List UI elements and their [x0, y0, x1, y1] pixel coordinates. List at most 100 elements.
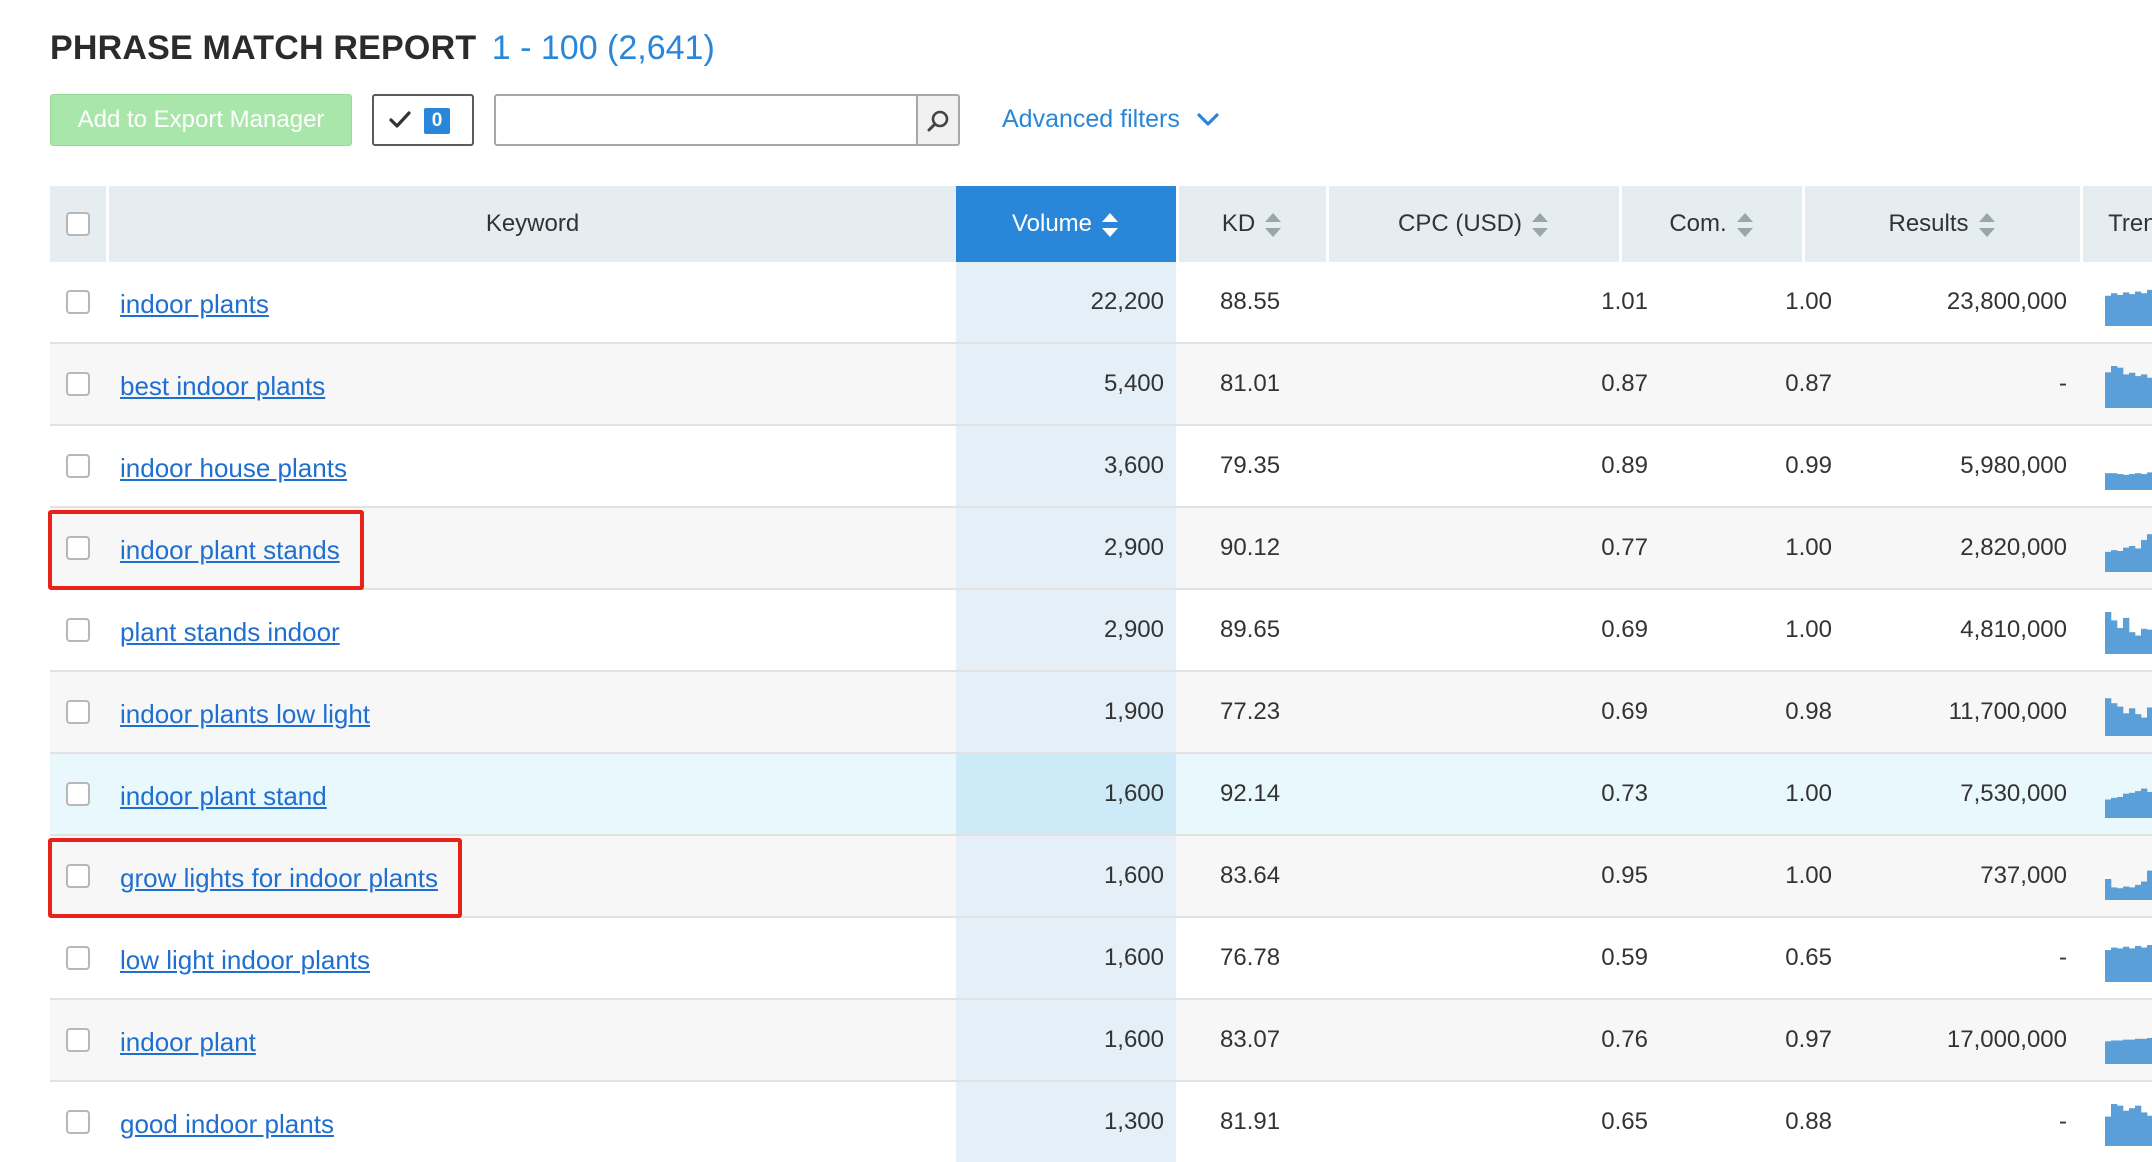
trend-sparkline [2105, 472, 2152, 490]
row-checkbox[interactable] [66, 782, 90, 806]
highlight-annotation-box [48, 838, 462, 918]
keyword-link[interactable]: good indoor plants [120, 1109, 334, 1139]
keyword-link[interactable]: grow lights for indoor plants [120, 863, 438, 893]
keyword-link[interactable]: low light indoor plants [120, 945, 371, 975]
row-checkbox[interactable] [66, 1028, 90, 1052]
column-header-cpc-label: CPC (USD) [1398, 210, 1522, 237]
kd-value: 83.07 [1220, 1026, 1281, 1053]
trend-bar [2135, 473, 2142, 490]
keyword-link[interactable]: indoor plants low light [120, 699, 371, 729]
volume-column-highlight [956, 262, 1176, 342]
column-header-kd[interactable]: KD [1179, 186, 1326, 262]
chevron-down-icon [1197, 113, 1219, 126]
trend-bar [2141, 628, 2148, 654]
column-divider [1176, 186, 1179, 262]
competition-value: 0.65 [1785, 944, 1832, 971]
table-row: indoor plants 22,200 88.55 1.01 1.00 23,800,0… [50, 262, 2152, 344]
volume-column-highlight [956, 836, 1176, 916]
search-field[interactable] [494, 94, 918, 146]
results-value: 11,700,000 [1948, 698, 2067, 725]
row-checkbox[interactable] [66, 946, 90, 970]
table-row: indoor plant stand 1,600 92.14 0.73 1.00 7,53… [50, 754, 2152, 836]
row-checkbox[interactable] [66, 700, 90, 724]
volume-value: 2,900 [1103, 534, 1164, 561]
trend-bar [2147, 377, 2152, 408]
search-button[interactable] [916, 94, 960, 146]
keyword-link[interactable]: indoor plant stands [120, 535, 340, 565]
trend-bar [2123, 946, 2130, 982]
trend-bar [2111, 366, 2118, 408]
trend-bar [2123, 292, 2130, 326]
results-value: 2,820,000 [1960, 534, 2067, 561]
row-checkbox[interactable] [66, 618, 90, 642]
keyword-link[interactable]: plant stands indoor [120, 617, 340, 647]
table-row: plant stands indoor 2,900 89.65 0.69 1.00 4,8… [50, 590, 2152, 672]
kd-value: 92.14 [1220, 780, 1281, 807]
trend-bar [2117, 706, 2124, 736]
keyword-link[interactable]: indoor plant stand [120, 781, 327, 811]
selected-keywords-button[interactable]: 0 [372, 94, 474, 146]
results-value: 4,810,000 [1960, 616, 2067, 643]
advanced-filters-toggle[interactable]: Advanced filters [1002, 102, 1219, 136]
trend-sparkline [2105, 698, 2152, 736]
column-header-cpc[interactable]: CPC (USD) [1329, 186, 1619, 262]
trend-bar [2123, 547, 2130, 572]
keyword-table: Keyword Volume KD CPC (USD) Com. Results… [50, 186, 2152, 1162]
selected-count-badge: 0 [424, 108, 450, 134]
keyword-link[interactable]: indoor plant [120, 1027, 256, 1057]
search-input[interactable] [496, 96, 918, 144]
trend-bar [2123, 474, 2130, 490]
keyword-link[interactable]: indoor plants [120, 289, 269, 319]
trend-bar [2123, 374, 2130, 408]
keyword-link[interactable]: best indoor plants [120, 371, 326, 401]
kd-value: 81.01 [1220, 370, 1281, 397]
trend-bar [2111, 473, 2118, 490]
row-checkbox[interactable] [66, 372, 90, 396]
trend-bar [2135, 884, 2142, 900]
competition-value: 0.97 [1785, 1026, 1832, 1053]
results-value: - [2059, 944, 2067, 971]
sort-icon [1532, 212, 1548, 237]
keyword-link[interactable]: indoor house plants [120, 453, 347, 483]
trend-bar [2111, 703, 2118, 736]
row-checkbox[interactable] [66, 864, 90, 888]
trend-bar [2111, 947, 2118, 982]
column-header-keyword[interactable]: Keyword [109, 186, 956, 262]
column-header-results[interactable]: Results [1805, 186, 2080, 262]
trend-bar [2117, 474, 2124, 490]
column-divider [1619, 186, 1622, 262]
trend-bar [2141, 293, 2148, 326]
results-value: - [2059, 1108, 2067, 1135]
cpc-value: 0.65 [1601, 1108, 1648, 1135]
trend-bar [2129, 372, 2136, 408]
row-checkbox[interactable] [66, 1110, 90, 1134]
select-all-checkbox[interactable] [66, 212, 90, 236]
trend-bar [2117, 797, 2124, 818]
result-range: 1 - 100 (2,641) [491, 29, 715, 67]
trend-sparkline [2105, 534, 2152, 572]
kd-value: 90.12 [1220, 534, 1281, 561]
volume-column-highlight [956, 508, 1176, 588]
results-value: - [2059, 370, 2067, 397]
column-divider [106, 186, 109, 262]
row-checkbox[interactable] [66, 454, 90, 478]
column-header-volume[interactable]: Volume [956, 186, 1176, 262]
trend-bar [2117, 1040, 2124, 1064]
trend-bar [2117, 888, 2124, 900]
trend-bar [2129, 1039, 2136, 1064]
trend-bar [2147, 289, 2152, 326]
trend-bar [2123, 793, 2130, 818]
column-divider [2080, 186, 2083, 262]
search-icon [927, 110, 949, 132]
row-checkbox[interactable] [66, 536, 90, 560]
trend-bar [2147, 534, 2152, 572]
competition-value: 0.88 [1785, 1108, 1832, 1135]
add-to-export-manager-button[interactable]: Add to Export Manager [50, 94, 352, 146]
row-checkbox[interactable] [66, 290, 90, 314]
table-row: indoor plant stands 2,900 90.12 0.77 1.00 2,8… [50, 508, 2152, 590]
cpc-value: 0.76 [1601, 1026, 1648, 1053]
kd-value: 81.91 [1220, 1108, 1281, 1135]
column-header-com[interactable]: Com. [1622, 186, 1802, 262]
trend-bar [2117, 551, 2124, 572]
trend-bar [2129, 948, 2136, 982]
